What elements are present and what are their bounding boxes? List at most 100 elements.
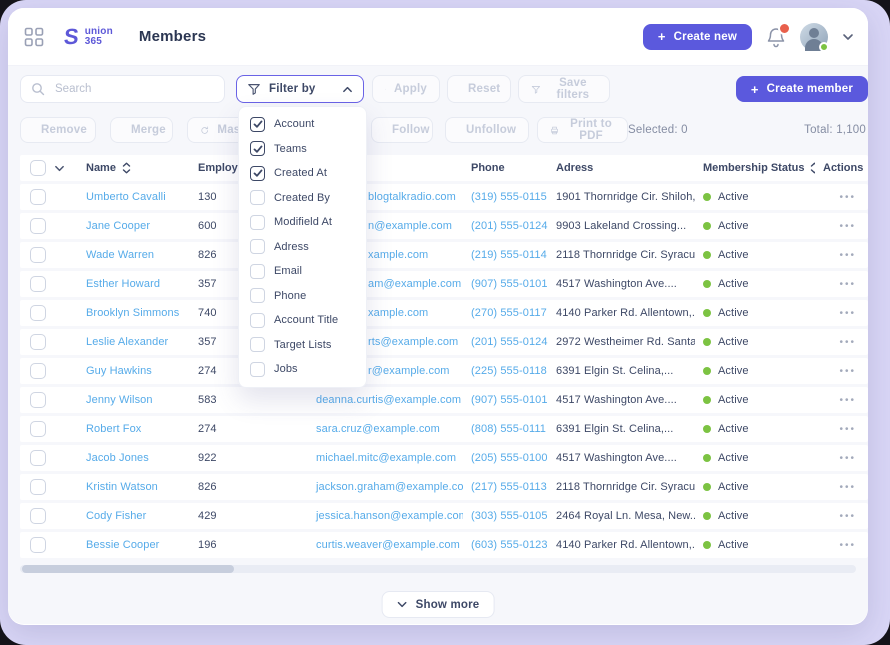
select-menu-chevron-down-icon[interactable]: [54, 163, 65, 174]
filter-checkbox[interactable]: [250, 190, 265, 206]
filter-checkbox[interactable]: [250, 214, 265, 230]
filter-checkbox[interactable]: [250, 116, 265, 132]
filter-dropdown-item[interactable]: Modifield At: [239, 210, 366, 235]
column-header-phone[interactable]: Phone: [471, 162, 505, 174]
row-actions-button[interactable]: •••: [839, 365, 856, 377]
member-email[interactable]: blogtalkradio.com: [368, 191, 456, 203]
row-checkbox[interactable]: [30, 305, 46, 321]
row-checkbox[interactable]: [30, 247, 46, 263]
row-checkbox[interactable]: [30, 189, 46, 205]
profile-chevron-down-icon[interactable]: [842, 31, 854, 43]
row-checkbox[interactable]: [30, 450, 46, 466]
filter-dropdown-item[interactable]: Account Title: [239, 308, 366, 333]
member-phone[interactable]: (907) 555-0101: [471, 278, 548, 290]
app-launcher-button[interactable]: [24, 27, 44, 47]
row-actions-button[interactable]: •••: [839, 481, 856, 493]
filter-dropdown-item[interactable]: Email: [239, 259, 366, 284]
avatar[interactable]: [800, 22, 829, 52]
member-email[interactable]: n@example.com: [368, 220, 452, 232]
select-all-checkbox[interactable]: [30, 160, 46, 176]
row-checkbox[interactable]: [30, 334, 46, 350]
row-checkbox[interactable]: [30, 392, 46, 408]
member-phone[interactable]: (603) 555-0123: [471, 539, 548, 551]
row-actions-button[interactable]: •••: [839, 423, 856, 435]
member-email[interactable]: xample.com: [368, 307, 429, 319]
member-phone[interactable]: (201) 555-0124: [471, 336, 548, 348]
member-name[interactable]: Esther Howard: [86, 278, 161, 290]
member-phone[interactable]: (219) 555-0114: [471, 249, 547, 261]
filter-checkbox[interactable]: [250, 337, 265, 353]
sort-icon[interactable]: [122, 162, 131, 174]
horizontal-scrollbar-thumb[interactable]: [22, 565, 234, 573]
filter-checkbox[interactable]: [250, 165, 265, 181]
column-header-employee[interactable]: Employee: [198, 162, 250, 174]
member-name[interactable]: Robert Fox: [86, 423, 142, 435]
row-actions-button[interactable]: •••: [839, 539, 856, 551]
create-new-button[interactable]: + Create new: [642, 23, 752, 50]
remove-button[interactable]: Remove: [20, 117, 96, 143]
member-name[interactable]: Umberto Cavalli: [86, 191, 166, 203]
member-name[interactable]: Jacob Jones: [86, 452, 149, 464]
member-email[interactable]: jessica.hanson@example.com: [316, 510, 463, 522]
apply-button[interactable]: Apply: [372, 75, 440, 103]
unfollow-button[interactable]: Unfollow: [445, 117, 529, 143]
member-name[interactable]: Leslie Alexander: [86, 336, 169, 348]
member-email[interactable]: r@example.com: [368, 365, 450, 377]
row-checkbox[interactable]: [30, 276, 46, 292]
member-name[interactable]: Guy Hawkins: [86, 365, 152, 377]
reset-button[interactable]: Reset: [447, 75, 511, 103]
row-checkbox[interactable]: [30, 421, 46, 437]
filter-dropdown-item[interactable]: Target Lists: [239, 333, 366, 358]
row-checkbox[interactable]: [30, 218, 46, 234]
member-name[interactable]: Brooklyn Simmons: [86, 307, 180, 319]
member-phone[interactable]: (205) 555-0100: [471, 452, 548, 464]
filter-dropdown-item[interactable]: Teams: [239, 137, 366, 162]
member-phone[interactable]: (217) 555-0113: [471, 481, 547, 493]
member-email[interactable]: rts@example.com: [368, 336, 459, 348]
filter-checkbox[interactable]: [250, 239, 265, 255]
row-checkbox[interactable]: [30, 479, 46, 495]
row-actions-button[interactable]: •••: [839, 191, 856, 203]
member-name[interactable]: Jane Cooper: [86, 220, 151, 232]
filter-checkbox[interactable]: [250, 361, 265, 377]
sort-icon[interactable]: [810, 162, 815, 174]
row-actions-button[interactable]: •••: [839, 278, 856, 290]
member-email[interactable]: xample.com: [368, 249, 429, 261]
merge-button[interactable]: Merge: [110, 117, 173, 143]
member-phone[interactable]: (225) 555-0118: [471, 365, 547, 377]
search-input[interactable]: [53, 82, 207, 96]
follow-button[interactable]: Follow: [371, 117, 433, 143]
member-phone[interactable]: (808) 555-0111: [471, 423, 546, 435]
row-checkbox[interactable]: [30, 537, 46, 553]
filter-dropdown-item[interactable]: Adress: [239, 235, 366, 260]
member-email[interactable]: curtis.weaver@example.com: [316, 539, 460, 551]
row-actions-button[interactable]: •••: [839, 394, 856, 406]
row-actions-button[interactable]: •••: [839, 220, 856, 232]
column-header-membership-status[interactable]: Membership Status: [695, 162, 815, 174]
member-email[interactable]: michael.mitc@example.com: [316, 452, 457, 464]
member-email[interactable]: am@example.com: [368, 278, 462, 290]
filter-dropdown-item[interactable]: Created At: [239, 161, 366, 186]
member-email[interactable]: sara.cruz@example.com: [316, 423, 440, 435]
notifications-button[interactable]: [766, 21, 791, 48]
column-header-name[interactable]: Name: [78, 162, 190, 174]
filter-checkbox[interactable]: [250, 312, 265, 328]
member-phone[interactable]: (907) 555-0101: [471, 394, 548, 406]
member-phone[interactable]: (319) 555-0115: [471, 191, 547, 203]
row-actions-button[interactable]: •••: [839, 307, 856, 319]
row-actions-button[interactable]: •••: [839, 510, 856, 522]
filter-by-button[interactable]: Filter by: [236, 75, 364, 103]
filter-dropdown-item[interactable]: Phone: [239, 284, 366, 309]
member-name[interactable]: Cody Fisher: [86, 510, 147, 522]
member-phone[interactable]: (270) 555-0117: [471, 307, 547, 319]
filter-dropdown-item[interactable]: Jobs: [239, 357, 366, 382]
member-name[interactable]: Jenny Wilson: [86, 394, 153, 406]
member-name[interactable]: Wade Warren: [86, 249, 155, 261]
member-name[interactable]: Kristin Watson: [86, 481, 158, 493]
member-phone[interactable]: (303) 555-0105: [471, 510, 548, 522]
print-to-pdf-button[interactable]: Print to PDF: [537, 117, 628, 143]
filter-dropdown-item[interactable]: Created By: [239, 186, 366, 211]
filter-dropdown-item[interactable]: Account: [239, 112, 366, 137]
member-phone[interactable]: (201) 555-0124: [471, 220, 548, 232]
filter-checkbox[interactable]: [250, 141, 265, 157]
